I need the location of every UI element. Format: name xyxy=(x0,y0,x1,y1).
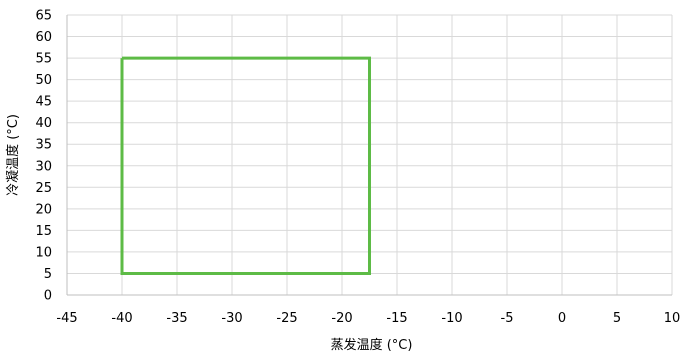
x-tick-label: -10 xyxy=(441,311,462,326)
y-tick-label: 5 xyxy=(44,267,52,282)
y-tick-label: 15 xyxy=(35,224,52,239)
y-tick-label: 60 xyxy=(35,30,52,45)
y-tick-label: 40 xyxy=(35,116,52,131)
x-tick-label: -20 xyxy=(331,311,352,326)
x-tick-label: -45 xyxy=(56,311,77,326)
y-tick-label: 35 xyxy=(35,138,52,153)
x-tick-label: -35 xyxy=(166,311,187,326)
x-tick-label: 5 xyxy=(613,311,621,326)
x-tick-label: -30 xyxy=(221,311,242,326)
axes-layer xyxy=(66,15,672,296)
y-tick-label: 25 xyxy=(35,181,52,196)
y-tick-label: 45 xyxy=(35,95,52,110)
x-tick-labels: -45 -40 -35 -30 -25 -20 -15 -10 -5 0 5 10 xyxy=(56,311,680,326)
y-tick-label: 50 xyxy=(35,73,52,88)
x-tick-label: -40 xyxy=(111,311,132,326)
y-tick-label: 0 xyxy=(44,289,52,304)
operating-envelope-line xyxy=(120,56,371,275)
y-tick-label: 65 xyxy=(35,9,52,24)
x-tick-label: -25 xyxy=(276,311,297,326)
y-tick-label: 20 xyxy=(35,202,52,217)
x-axis-title: 蒸发温度 (°C) xyxy=(331,337,413,353)
y-tick-label: 10 xyxy=(35,245,52,260)
series-layer xyxy=(120,56,371,275)
x-tick-label: -5 xyxy=(501,311,514,326)
y-tick-labels: 0 5 10 15 20 25 30 35 40 45 50 55 60 65 xyxy=(35,9,52,304)
y-tick-label: 55 xyxy=(35,52,52,67)
y-axis-title: 冷凝温度 (°C) xyxy=(5,114,21,196)
y-tick-label: 30 xyxy=(35,159,52,174)
x-tick-label: -15 xyxy=(386,311,407,326)
x-tick-label: 0 xyxy=(558,311,566,326)
x-tick-label: 10 xyxy=(664,311,681,326)
